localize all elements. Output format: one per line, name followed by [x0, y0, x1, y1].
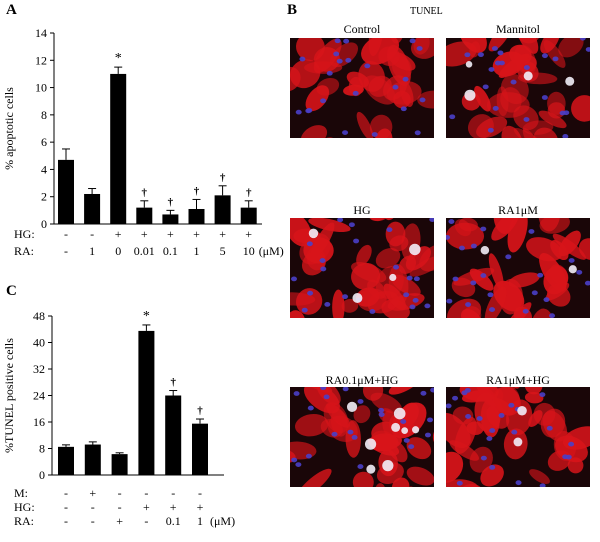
condition-row-label: RA:: [14, 244, 34, 258]
condition-value: 1: [89, 244, 95, 258]
condition-value: +: [167, 227, 174, 241]
condition-value: +: [245, 227, 252, 241]
condition-row-label: M:: [14, 486, 28, 500]
significance-marker: †: [220, 172, 226, 184]
micrograph-label: HG: [353, 203, 371, 217]
condition-value: -: [64, 500, 68, 514]
condition-value: +: [116, 514, 123, 528]
bar: [136, 207, 153, 224]
y-tick-label: 0: [39, 468, 45, 482]
significance-marker: *: [143, 309, 150, 324]
condition-row-label: HG:: [14, 227, 35, 241]
significance-marker: †: [168, 196, 174, 208]
condition-value: -: [118, 486, 122, 500]
significance-marker: †: [142, 187, 148, 199]
significance-marker: †: [194, 185, 200, 197]
y-tick-label: 16: [33, 415, 45, 429]
condition-value: 0: [115, 244, 121, 258]
micrograph-image: [290, 218, 434, 318]
bar: [162, 214, 179, 224]
y-axis-label: % apoptotic cells: [2, 87, 16, 170]
y-tick-label: 10: [35, 81, 47, 95]
y-tick-label: 4: [41, 162, 47, 176]
micrograph-label: RA1μM: [498, 203, 538, 217]
condition-value: 0.01: [134, 244, 155, 258]
significance-marker: *: [115, 51, 122, 66]
condition-value: +: [219, 227, 226, 241]
condition-value: -: [64, 514, 68, 528]
y-tick-label: 0: [41, 217, 47, 231]
condition-value: -: [144, 514, 148, 528]
bar: [111, 454, 128, 475]
y-tick-label: 8: [39, 442, 45, 456]
condition-value: +: [143, 500, 150, 514]
y-tick-label: 12: [35, 53, 47, 67]
condition-value: +: [115, 227, 122, 241]
bar: [58, 446, 74, 475]
bar: [138, 330, 155, 475]
condition-value: -: [144, 486, 148, 500]
micrograph-label: RA1μM+HG: [486, 373, 550, 387]
condition-value: 1: [194, 244, 200, 258]
significance-marker: †: [246, 187, 252, 199]
bar: [188, 208, 205, 224]
micrograph-image: [446, 387, 590, 487]
micrograph-label: Control: [343, 22, 381, 36]
condition-value: -: [64, 244, 68, 258]
micrograph-image: [446, 38, 590, 138]
condition-value: -: [198, 486, 202, 500]
micrograph-image: [290, 387, 434, 487]
y-tick-label: 48: [33, 309, 45, 323]
y-tick-label: 6: [41, 135, 47, 149]
condition-value: +: [193, 227, 200, 241]
condition-value: 5: [220, 244, 226, 258]
condition-unit: (μM): [210, 514, 235, 528]
condition-value: -: [91, 514, 95, 528]
condition-value: +: [197, 500, 204, 514]
panel-b-title: TUNEL: [410, 6, 443, 17]
condition-value: -: [64, 227, 68, 241]
condition-value: 1: [197, 514, 203, 528]
bar: [214, 195, 231, 224]
condition-value: +: [89, 486, 96, 500]
y-tick-label: 24: [33, 389, 45, 403]
condition-value: -: [91, 500, 95, 514]
bar: [84, 444, 101, 475]
y-axis-label: %TUNEL positive cells: [2, 338, 16, 453]
bar: [58, 159, 74, 224]
condition-value: -: [64, 486, 68, 500]
micrograph-label: Mannitol: [496, 22, 540, 36]
condition-value: +: [170, 500, 177, 514]
significance-marker: †: [170, 377, 176, 389]
bar: [192, 423, 208, 475]
panel-c-letter: C: [6, 283, 17, 299]
micrograph-image: [290, 38, 434, 138]
condition-value: 10: [243, 244, 255, 258]
bar: [110, 73, 127, 224]
micrograph-label: RA0.1μM+HG: [325, 373, 399, 387]
condition-value: -: [90, 227, 94, 241]
y-tick-label: 14: [35, 26, 47, 40]
condition-value: +: [141, 227, 148, 241]
condition-value: 0.1: [166, 514, 181, 528]
significance-marker: †: [197, 405, 203, 417]
y-tick-label: 2: [41, 190, 47, 204]
bar: [84, 193, 101, 224]
y-tick-label: 40: [33, 336, 45, 350]
condition-value: -: [118, 500, 122, 514]
y-tick-label: 8: [41, 108, 47, 122]
condition-value: 0.1: [163, 244, 178, 258]
bar: [240, 207, 257, 224]
micrograph-image: [446, 218, 590, 318]
bar: [165, 395, 182, 475]
condition-row-label: HG:: [14, 500, 35, 514]
panel-b-letter: B: [287, 2, 298, 18]
condition-value: -: [171, 486, 175, 500]
condition-row-label: RA:: [14, 514, 34, 528]
condition-unit: (μM): [259, 244, 284, 258]
panel-a-letter: A: [6, 2, 17, 18]
y-tick-label: 32: [33, 362, 45, 376]
